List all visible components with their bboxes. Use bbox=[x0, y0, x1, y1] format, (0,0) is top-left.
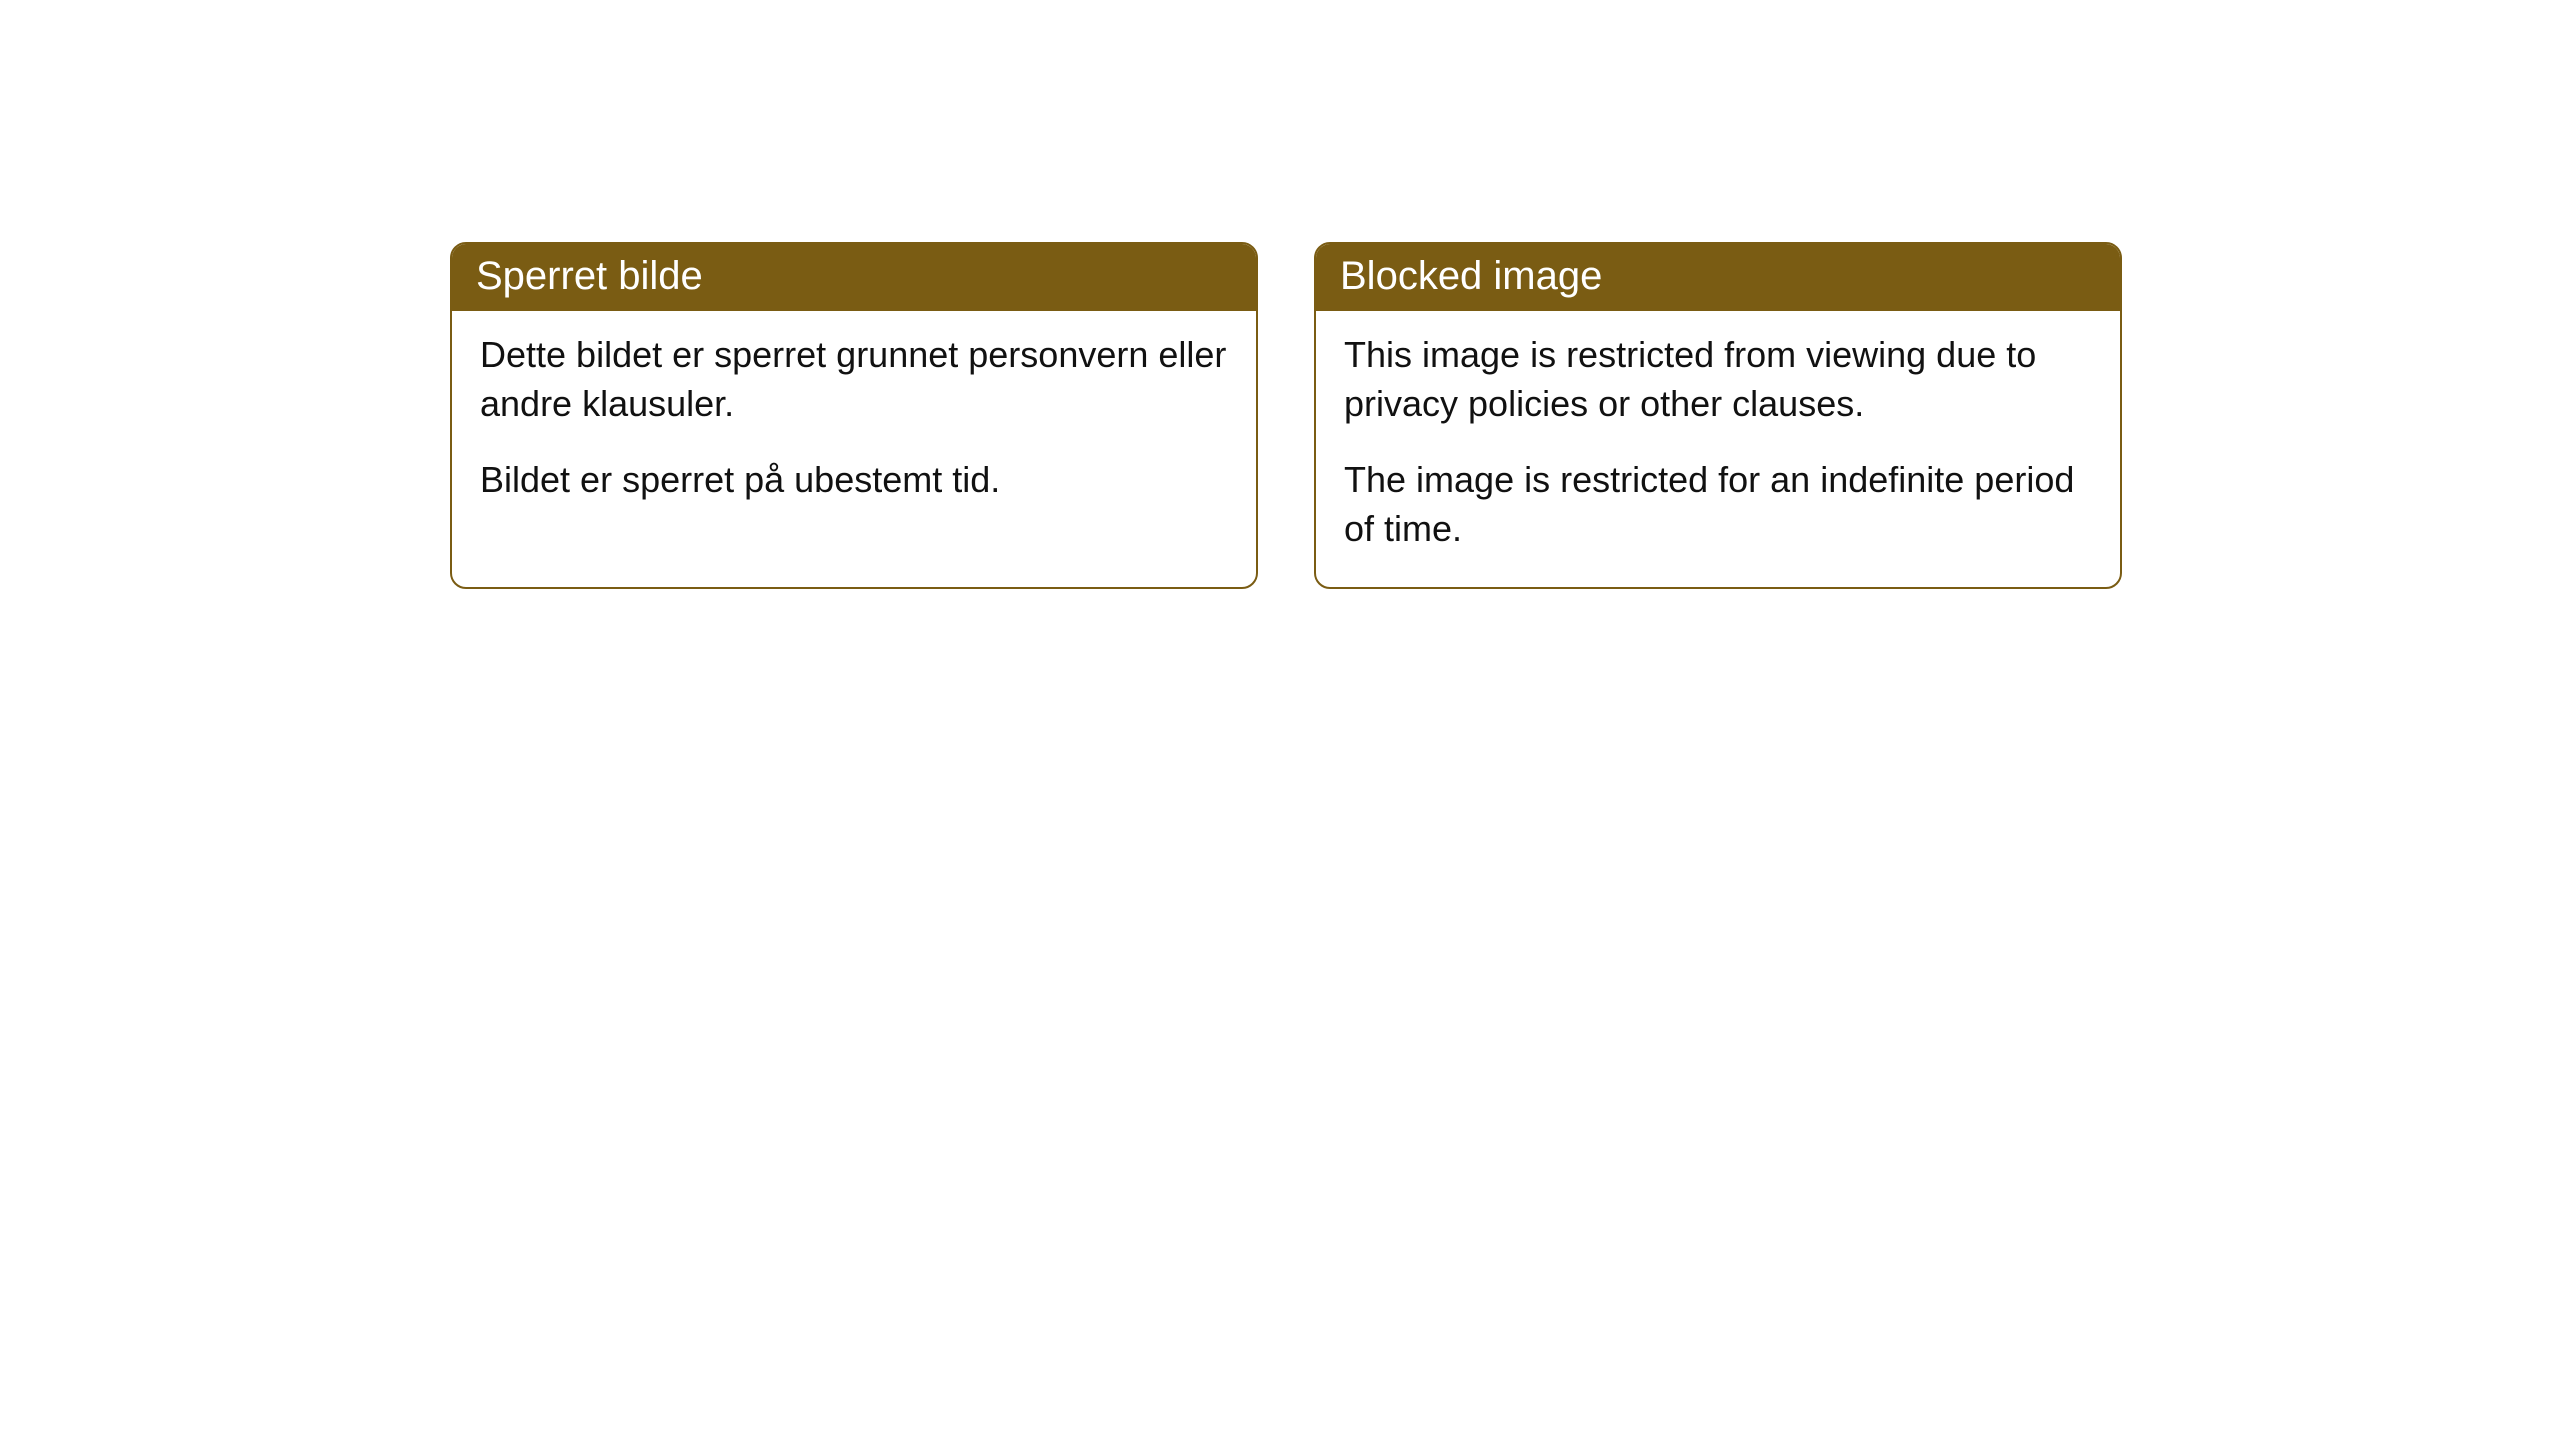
card-text-line1: Dette bildet er sperret grunnet personve… bbox=[480, 331, 1228, 428]
notice-card-no: Sperret bilde Dette bildet er sperret gr… bbox=[450, 242, 1258, 589]
card-header: Blocked image bbox=[1316, 244, 2120, 311]
notice-cards-container: Sperret bilde Dette bildet er sperret gr… bbox=[450, 242, 2560, 589]
card-header: Sperret bilde bbox=[452, 244, 1256, 311]
card-body: Dette bildet er sperret grunnet personve… bbox=[452, 311, 1256, 539]
card-text-line1: This image is restricted from viewing du… bbox=[1344, 331, 2092, 428]
notice-card-en: Blocked image This image is restricted f… bbox=[1314, 242, 2122, 589]
card-text-line2: The image is restricted for an indefinit… bbox=[1344, 456, 2092, 553]
card-body: This image is restricted from viewing du… bbox=[1316, 311, 2120, 587]
card-text-line2: Bildet er sperret på ubestemt tid. bbox=[480, 456, 1228, 505]
